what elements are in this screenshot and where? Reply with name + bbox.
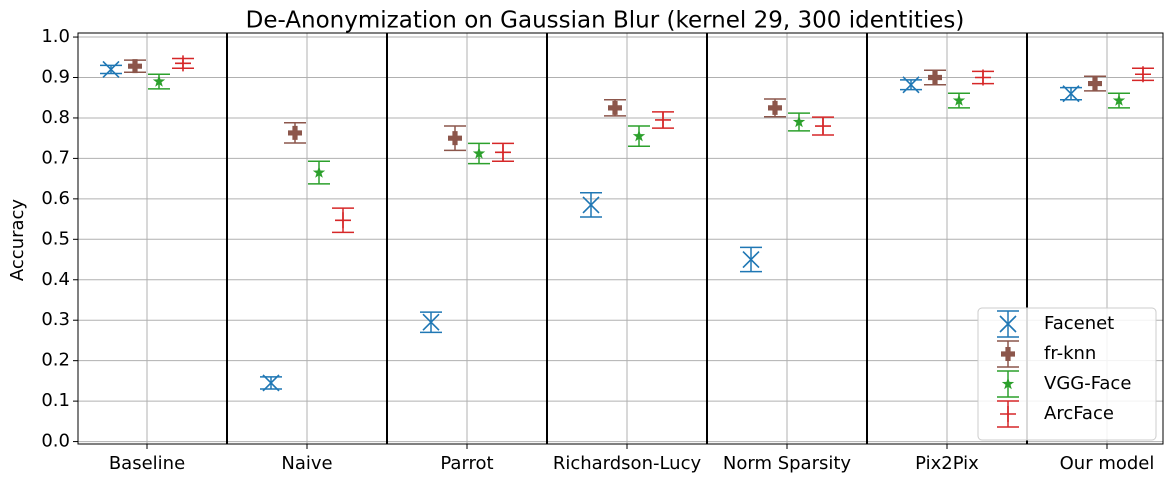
marker <box>422 313 440 331</box>
marker <box>1135 66 1151 83</box>
point <box>1108 92 1130 109</box>
marker <box>742 250 760 269</box>
marker <box>632 129 646 142</box>
marker <box>335 212 351 229</box>
point <box>420 311 442 334</box>
point <box>124 59 146 74</box>
point <box>788 112 810 132</box>
point <box>764 98 786 118</box>
y-tick-label: 0.0 <box>41 431 70 452</box>
legend-marker <box>1001 347 1015 361</box>
legend-marker <box>999 315 1017 333</box>
legend-box <box>977 307 1157 441</box>
marker <box>608 100 622 115</box>
x-tick-label: Our model <box>1060 453 1155 474</box>
point <box>332 207 354 234</box>
marker <box>928 70 942 85</box>
legend-marker <box>1000 406 1016 422</box>
marker <box>952 94 966 106</box>
point <box>1084 75 1106 92</box>
y-tick-label: 1.0 <box>41 26 70 47</box>
point <box>1132 66 1154 83</box>
point <box>260 374 282 392</box>
point <box>740 246 762 273</box>
point <box>812 116 834 136</box>
marker <box>288 125 302 140</box>
marker <box>448 131 462 146</box>
point <box>172 55 194 72</box>
marker <box>1062 85 1080 103</box>
legend-label: ArcFace <box>1044 403 1114 424</box>
x-tick-label: Richardson-Lucy <box>553 453 702 474</box>
point <box>468 142 490 165</box>
marker <box>975 69 991 86</box>
point <box>100 60 122 78</box>
marker <box>152 75 166 87</box>
legend-label: fr-knn <box>1044 343 1096 364</box>
marker <box>1088 76 1102 91</box>
chart-title: De-Anonymization on Gaussian Blur (kerne… <box>246 8 965 34</box>
point <box>924 69 946 86</box>
marker <box>262 374 280 392</box>
legend: Facenet fr-knn VGG-Face ArcFace <box>977 307 1157 441</box>
point <box>948 92 970 109</box>
y-axis-label: Accuracy <box>7 199 28 282</box>
marker <box>102 60 120 78</box>
plot-frame <box>77 32 1164 445</box>
y-tick-label: 0.4 <box>41 269 70 290</box>
marker <box>175 55 191 72</box>
y-tick-label: 0.6 <box>41 188 70 209</box>
marker <box>312 166 326 178</box>
point <box>604 98 626 117</box>
legend-label: Facenet <box>1044 313 1114 334</box>
point <box>972 69 994 86</box>
x-tick-label: Parrot <box>440 453 493 474</box>
marker <box>495 144 511 161</box>
y-tick-label: 0.5 <box>41 228 70 249</box>
point <box>284 122 306 144</box>
marker <box>472 147 486 159</box>
marker <box>1112 94 1126 106</box>
point <box>148 73 170 90</box>
point <box>628 125 650 148</box>
point <box>492 142 514 162</box>
marker <box>582 196 600 214</box>
x-tick-label: Baseline <box>109 453 185 474</box>
legend-marker <box>1001 377 1015 390</box>
point <box>1060 85 1082 103</box>
y-tick-label: 0.2 <box>41 350 70 371</box>
marker <box>128 59 142 74</box>
point <box>308 160 330 185</box>
marker <box>815 118 831 135</box>
y-tick-label: 0.8 <box>41 107 70 128</box>
y-tick-label: 0.3 <box>41 309 70 330</box>
marker <box>902 76 920 94</box>
x-tick-label: Norm Sparsity <box>723 453 852 474</box>
marker <box>655 111 671 128</box>
x-tick-label: Naive <box>281 453 332 474</box>
marker <box>792 115 806 128</box>
point <box>652 111 674 129</box>
point <box>444 125 466 152</box>
x-tick-label: Pix2Pix <box>915 453 979 474</box>
legend-label: VGG-Face <box>1044 373 1131 394</box>
y-tick-label: 0.9 <box>41 66 70 87</box>
point <box>900 76 922 94</box>
y-tick-label: 0.1 <box>41 390 70 411</box>
y-tick-label: 0.7 <box>41 147 70 168</box>
marker <box>768 100 782 115</box>
point <box>580 192 602 218</box>
